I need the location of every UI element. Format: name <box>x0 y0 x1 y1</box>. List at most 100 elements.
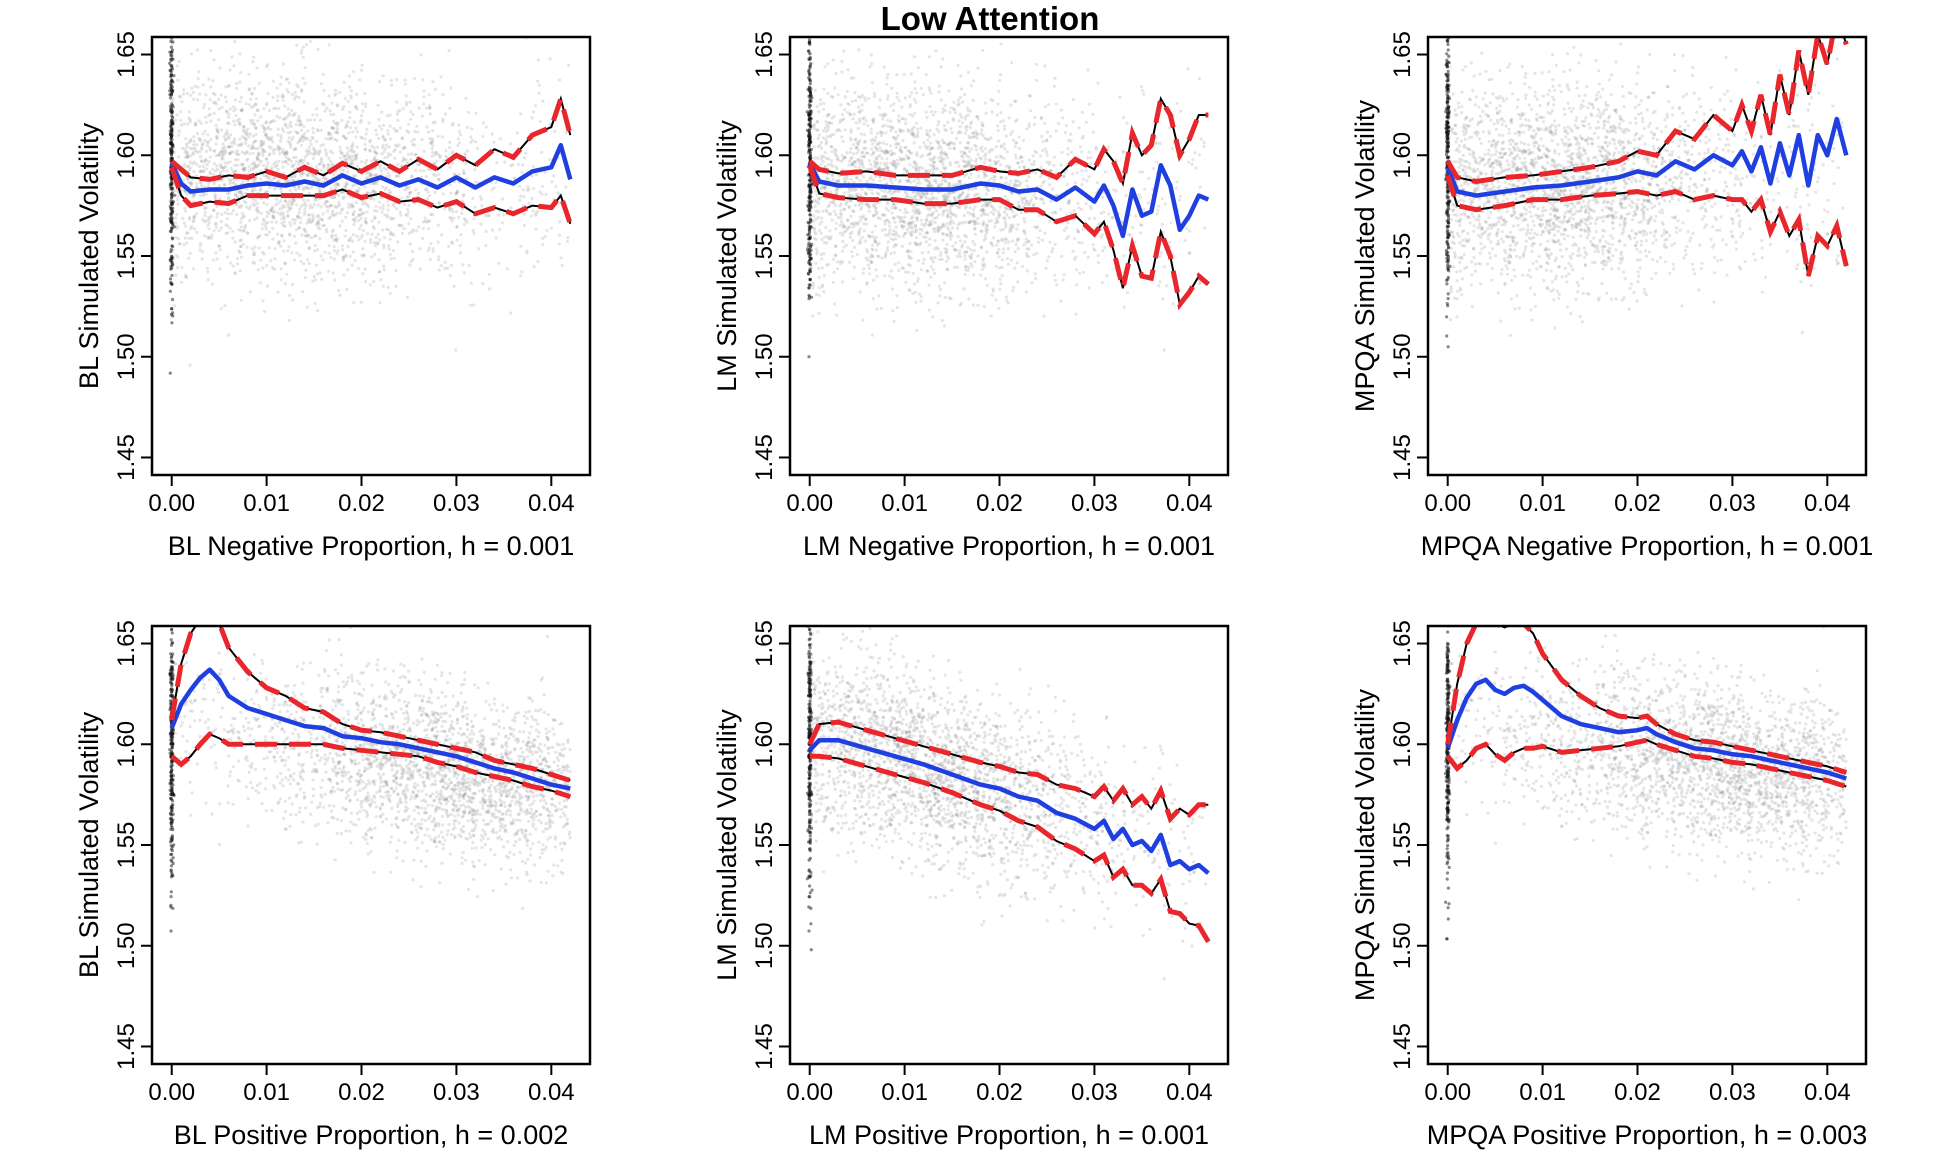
scatter-point <box>964 160 968 165</box>
scatter-point <box>335 239 339 243</box>
scatter-point <box>1084 201 1088 206</box>
scatter-point <box>244 129 248 133</box>
scatter-point <box>943 247 947 251</box>
scatter-point <box>225 110 229 114</box>
scatter-point <box>982 175 986 179</box>
scatter-point <box>316 219 320 224</box>
scatter-point <box>281 62 285 66</box>
scatter-point <box>948 206 952 210</box>
scatter-point <box>1194 166 1198 170</box>
scatter-point <box>274 203 278 207</box>
scatter-point <box>183 162 187 166</box>
scatter-point <box>919 126 923 130</box>
scatter-point <box>488 287 492 291</box>
scatter-point <box>966 70 971 74</box>
scatter-point <box>1077 206 1081 210</box>
scatter-point <box>989 218 994 223</box>
scatter-point <box>831 280 835 284</box>
scatter-point <box>509 164 513 168</box>
scatter-point <box>961 190 965 195</box>
scatter-point <box>945 208 949 213</box>
scatter-point <box>303 66 307 70</box>
scatter-point <box>926 138 930 142</box>
scatter-point <box>938 258 942 262</box>
scatter-point <box>900 224 904 228</box>
scatter-point <box>1095 181 1099 185</box>
scatter-point <box>1183 239 1187 243</box>
scatter-point <box>296 119 300 123</box>
scatter-point <box>236 158 240 162</box>
scatter-point <box>1069 132 1073 136</box>
scatter-point <box>381 143 385 147</box>
scatter-point <box>266 161 270 165</box>
scatter-point <box>271 226 275 230</box>
scatter-point <box>265 156 269 161</box>
scatter-point <box>1053 278 1057 282</box>
scatter-point <box>994 162 998 166</box>
scatter-point <box>266 125 271 129</box>
scatter-point <box>299 143 303 147</box>
scatter-point <box>889 119 893 123</box>
scatter-point <box>269 208 273 212</box>
scatter-point <box>1076 230 1080 234</box>
scatter-point <box>815 193 819 197</box>
scatter-point <box>191 151 195 155</box>
scatter-point <box>1156 208 1160 212</box>
scatter-point <box>332 183 337 187</box>
scatter-point <box>1142 207 1146 211</box>
scatter-point <box>867 96 871 100</box>
scatter-point <box>890 152 894 156</box>
scatter-point <box>299 216 303 220</box>
scatter-point <box>892 216 896 220</box>
scatter-point <box>184 137 188 141</box>
scatter-point <box>399 163 403 168</box>
scatter-point <box>418 267 422 271</box>
scatter-point <box>327 244 331 248</box>
scatter-point <box>337 182 341 186</box>
scatter-point <box>894 230 898 234</box>
scatter-point <box>892 229 896 233</box>
scatter-point <box>378 124 382 128</box>
scatter-point <box>377 270 381 274</box>
scatter-point <box>959 301 963 305</box>
scatter-point <box>214 102 218 106</box>
scatter-point <box>868 234 872 239</box>
scatter-point <box>260 222 265 226</box>
scatter-point <box>869 53 873 57</box>
scatter-point <box>220 105 224 109</box>
scatter-point <box>234 202 238 206</box>
scatter-point <box>887 231 892 235</box>
scatter-point <box>1008 216 1012 220</box>
scatter-point <box>227 178 231 182</box>
scatter-point <box>1060 150 1064 154</box>
scatter-point <box>216 129 220 133</box>
scatter-point <box>329 112 333 117</box>
scatter-point <box>240 107 244 111</box>
scatter-point <box>335 131 339 135</box>
scatter-point <box>906 157 910 161</box>
scatter-point <box>303 210 307 214</box>
scatter-point <box>392 149 396 154</box>
scatter-point <box>1010 130 1014 134</box>
scatter-point <box>901 234 906 238</box>
scatter-point <box>956 131 960 135</box>
scatter-point <box>399 213 403 217</box>
scatter-point <box>297 95 301 99</box>
scatter-point <box>333 137 337 142</box>
scatter-point <box>366 176 370 180</box>
scatter-point <box>290 138 294 142</box>
scatter-point <box>198 92 202 96</box>
scatter-point <box>559 256 563 260</box>
scatter-point <box>877 241 881 245</box>
scatter-point <box>247 144 251 148</box>
scatter-point <box>964 264 968 268</box>
scatter-point <box>829 190 833 194</box>
scatter-point <box>970 187 974 191</box>
scatter-point <box>271 206 275 210</box>
scatter-point <box>1027 158 1031 162</box>
scatter-point <box>958 205 962 210</box>
scatter-point <box>480 204 484 208</box>
scatter-point <box>827 203 832 207</box>
scatter-point <box>861 165 866 169</box>
scatter-point <box>431 139 435 143</box>
